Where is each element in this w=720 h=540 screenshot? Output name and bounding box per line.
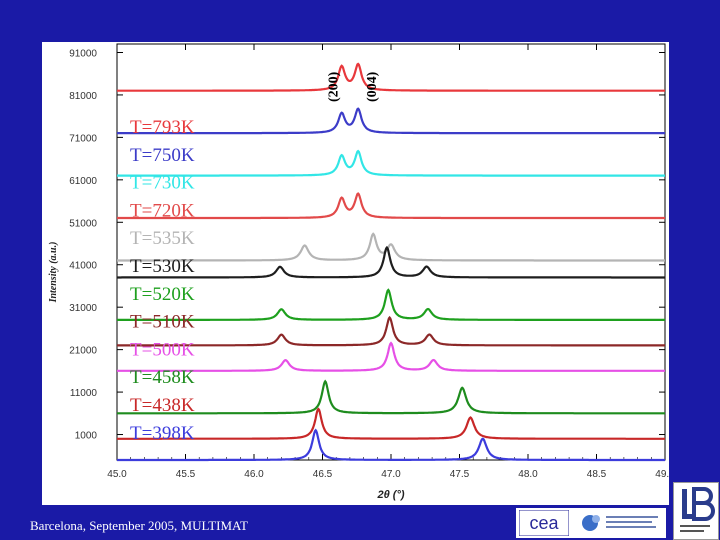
y-tick-label: 91000: [69, 48, 97, 59]
plot-frame: [116, 43, 666, 461]
x-tick-label: 48.0: [518, 469, 538, 480]
y-axis-label: Intensity (a.u.): [48, 242, 59, 304]
y-tick-label: 21000: [69, 346, 97, 357]
legend-label-9: T=458K: [130, 367, 195, 388]
x-tick-label: 47.0: [381, 469, 401, 480]
y-tick-label: 61000: [69, 176, 97, 187]
institute-logo: [576, 510, 662, 536]
x-tick-label: 45.5: [176, 469, 196, 480]
y-tick-label: 1000: [75, 431, 98, 442]
legend-label-11: T=398K: [130, 423, 195, 444]
series-line-11: [117, 428, 665, 462]
series-line-9: [117, 379, 665, 415]
footer-text: Barcelona, September 2005, MULTIMAT: [30, 518, 248, 533]
series-line-4: [117, 232, 665, 262]
lb-logo: [673, 482, 719, 540]
x-tick-label: 46.0: [244, 469, 264, 480]
x-axis-label: 2θ (°): [376, 489, 404, 501]
peak-annotation-0: (200): [327, 71, 342, 102]
y-tick-label: 51000: [69, 218, 97, 229]
legend-label-8: T=500K: [130, 339, 195, 360]
y-tick-label: 41000: [69, 261, 97, 272]
legend-label-4: T=535K: [130, 228, 195, 249]
legend-label-6: T=520K: [130, 284, 195, 305]
x-tick-label: 47.5: [450, 469, 470, 480]
legend-label-1: T=750K: [130, 145, 195, 166]
x-tick-label: 48.5: [587, 469, 607, 480]
series-line-5: [117, 245, 665, 279]
series-line-8: [117, 341, 665, 372]
series-line-0: [117, 62, 665, 92]
y-tick-label: 81000: [69, 91, 97, 102]
y-tick-label: 31000: [69, 303, 97, 314]
series-line-2: [117, 149, 665, 177]
cea-logo-text: cea: [529, 513, 559, 533]
series-line-10: [117, 407, 665, 440]
y-tick-label: 71000: [69, 133, 97, 144]
x-tick-label: 45.0: [107, 469, 127, 480]
series-line-7: [117, 315, 665, 347]
series-line-3: [117, 192, 665, 220]
peak-annotation-1: (004): [365, 71, 380, 102]
xrd-chart: 91000 81000 71000 61000 51000 41000 31000 21000…: [48, 43, 669, 501]
legend-label-2: T=730K: [130, 173, 195, 194]
legend-label-10: T=438K: [130, 395, 195, 416]
legend-label-5: T=530K: [130, 256, 195, 277]
legend-label-7: T=510K: [130, 312, 195, 333]
series-line-1: [117, 107, 665, 135]
y-tick-label: 11000: [70, 388, 98, 399]
cea-logo: cea: [519, 510, 569, 536]
x-tick-label: 49.0: [655, 469, 669, 480]
plot-panel: 91000 81000 71000 61000 51000 41000 31000 21000…: [42, 42, 669, 505]
legend-label-0: T=793K: [130, 117, 195, 138]
legend-label-3: T=720K: [130, 200, 195, 221]
x-tick-label: 46.5: [313, 469, 333, 480]
series-line-6: [117, 288, 665, 321]
